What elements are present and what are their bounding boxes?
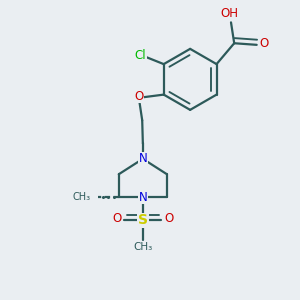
Text: CH₃: CH₃: [73, 192, 91, 203]
Text: O: O: [134, 90, 143, 103]
Text: O: O: [164, 212, 173, 225]
Text: S: S: [138, 214, 148, 227]
Text: N: N: [139, 152, 147, 165]
Text: CH₃: CH₃: [133, 242, 152, 252]
Text: OH: OH: [220, 7, 238, 20]
Text: Cl: Cl: [134, 49, 146, 62]
Text: N: N: [139, 191, 147, 204]
Text: O: O: [112, 212, 122, 225]
Text: O: O: [260, 38, 269, 50]
